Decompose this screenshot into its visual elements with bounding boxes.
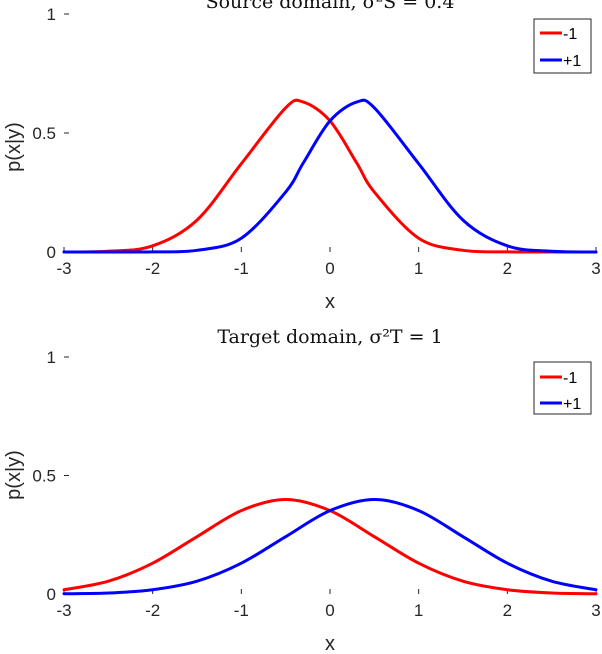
x-tick-label: 2 xyxy=(503,601,512,620)
y-tick-label: 0.5 xyxy=(32,124,56,143)
x-axis-label: x xyxy=(325,291,335,313)
x-axis: -3 -2 -1 0 1 2 3 xyxy=(56,247,601,278)
x-tick-label: 3 xyxy=(591,259,600,278)
chart-title: Target domain, σ²T = 1 xyxy=(217,326,442,348)
y-axis: 00.51 xyxy=(32,5,69,262)
x-tick-label: 2 xyxy=(503,259,512,278)
legend-label-series-1: -1 xyxy=(563,26,577,43)
x-tick-label: -2 xyxy=(145,601,160,620)
x-tick-label: 0 xyxy=(325,259,334,278)
source-domain-chart: Source domain, σ²S = 0.4 -3 -2 -1 0 1 2 3 00.5… xyxy=(3,0,601,313)
x-axis-label: x xyxy=(325,633,335,654)
legend-label-series-2: +1 xyxy=(563,53,581,70)
legend-box xyxy=(533,18,592,74)
series-line-1 xyxy=(62,497,598,596)
x-tick-label: -2 xyxy=(145,259,160,278)
legend-label-series-2: +1 xyxy=(563,396,581,413)
legend-box xyxy=(533,361,592,415)
y-tick-label: 0.5 xyxy=(32,467,56,486)
series-line-2 xyxy=(62,98,598,254)
series-lines xyxy=(62,98,598,254)
x-tick-label: -3 xyxy=(56,259,71,278)
legend-label-series-1: -1 xyxy=(563,370,577,387)
x-tick-label: 3 xyxy=(591,601,600,620)
x-tick-label: 0 xyxy=(325,601,334,620)
x-tick-label: -1 xyxy=(234,259,249,278)
target-domain-chart: Target domain, σ²T = 1 -3 -2 -1 0 1 2 3 00.51 … xyxy=(3,326,601,654)
y-tick-label: 1 xyxy=(47,5,56,24)
x-axis: -3 -2 -1 0 1 2 3 xyxy=(56,589,601,620)
legend: -1 +1 xyxy=(533,361,592,415)
y-axis-label: p(x|y) xyxy=(3,450,25,500)
x-tick-label: -1 xyxy=(234,601,249,620)
y-tick-label: 0 xyxy=(47,585,56,604)
series-lines xyxy=(62,497,598,596)
x-tick-label: -3 xyxy=(56,601,71,620)
y-axis-label: p(x|y) xyxy=(3,122,25,172)
x-tick-label: 1 xyxy=(414,601,423,620)
series-line-2 xyxy=(62,497,598,596)
y-axis: 00.51 xyxy=(32,348,69,604)
x-tick-label: 1 xyxy=(414,259,423,278)
y-tick-label: 0 xyxy=(47,243,56,262)
y-tick-label: 1 xyxy=(47,348,56,367)
chart-title: Source domain, σ²S = 0.4 xyxy=(206,0,455,13)
legend: -1 +1 xyxy=(533,18,592,74)
